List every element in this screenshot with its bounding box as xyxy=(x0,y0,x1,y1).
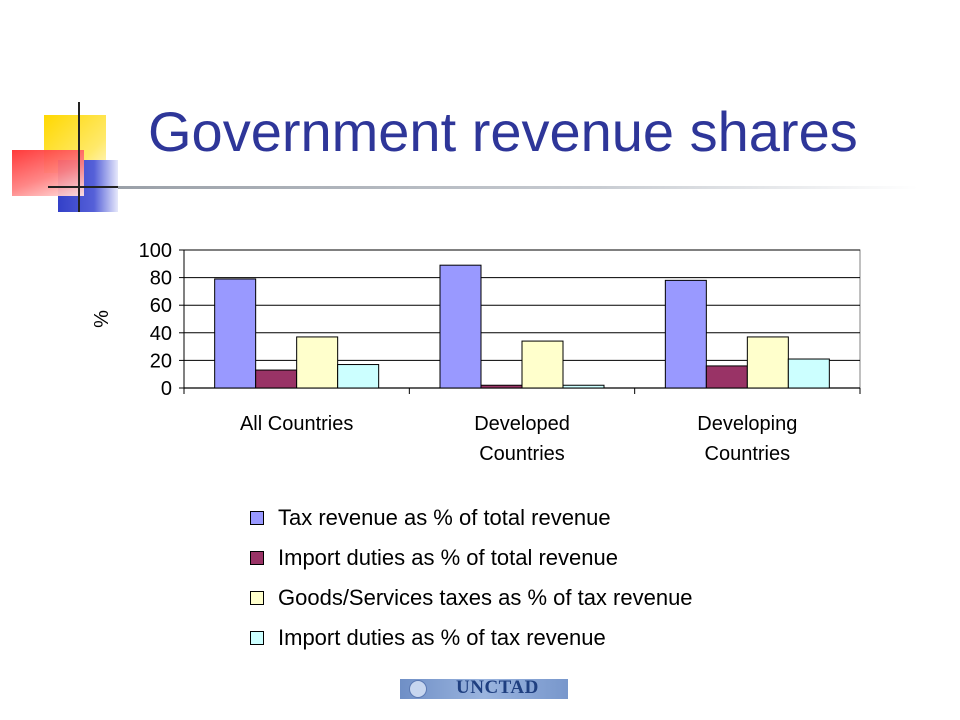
un-emblem-icon xyxy=(409,680,427,698)
y-tick-label: 20 xyxy=(150,350,172,372)
decor-vertical-line xyxy=(78,102,80,212)
x-tick-label: Developing xyxy=(697,413,797,435)
bar xyxy=(214,278,257,389)
decor-horizontal-line xyxy=(48,186,118,188)
bar xyxy=(787,358,830,389)
legend-item: Tax revenue as % of total revenue xyxy=(250,498,693,538)
footer-org-logo: UNCTAD xyxy=(456,677,539,698)
y-tick-label: 80 xyxy=(150,268,172,290)
x-tick-label: All Countries xyxy=(240,413,353,435)
legend-item: Goods/Services taxes as % of tax revenue xyxy=(250,578,693,618)
legend-label: Import duties as % of tax revenue xyxy=(278,625,606,650)
x-tick-label: Countries xyxy=(705,443,791,465)
footer-band xyxy=(400,679,568,699)
bar xyxy=(480,384,523,389)
y-tick-label: 0 xyxy=(161,378,172,400)
y-tick-label: 60 xyxy=(150,295,172,317)
legend-swatch xyxy=(250,591,264,605)
legend-item: Import duties as % of total revenue xyxy=(250,538,693,578)
bar xyxy=(746,336,789,389)
bar xyxy=(705,365,748,389)
bar xyxy=(337,364,380,389)
bar xyxy=(296,336,339,389)
chart-legend: Tax revenue as % of total revenue Import … xyxy=(250,498,693,658)
bar xyxy=(521,340,564,389)
legend-label: Goods/Services taxes as % of tax revenue xyxy=(278,585,693,610)
bar xyxy=(255,369,298,389)
y-tick-label: 100 xyxy=(139,240,172,262)
y-tick-label: 40 xyxy=(150,323,172,345)
slide-title: Government revenue shares xyxy=(148,100,858,163)
title-underline xyxy=(118,186,918,189)
bar xyxy=(664,279,707,389)
legend-label: Tax revenue as % of total revenue xyxy=(278,505,611,530)
x-tick-label: Developed xyxy=(474,413,570,435)
x-tick-label: Countries xyxy=(479,443,565,465)
legend-item: Import duties as % of tax revenue xyxy=(250,618,693,658)
decor-red-square xyxy=(12,150,84,196)
bar xyxy=(439,264,482,389)
legend-swatch xyxy=(250,631,264,645)
legend-swatch xyxy=(250,551,264,565)
bar-chart: 100 80 60 40 20 0% All Countries Developed Count… xyxy=(91,240,861,465)
y-axis-label: % xyxy=(91,310,113,328)
bar xyxy=(562,384,605,389)
legend-swatch xyxy=(250,511,264,525)
legend-label: Import duties as % of total revenue xyxy=(278,545,618,570)
